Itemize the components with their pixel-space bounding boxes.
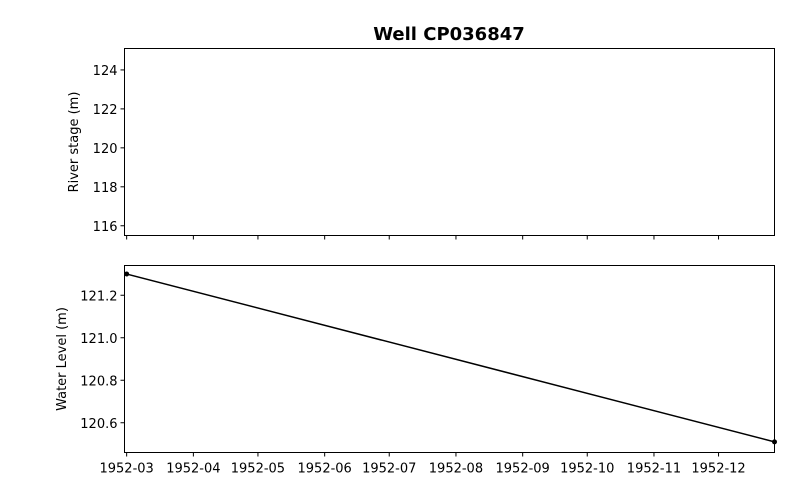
y-tick-label: 124 (93, 64, 118, 79)
x-tick-label: 1952-04 (166, 462, 220, 477)
water-level-point (772, 439, 777, 445)
y-tick-label: 122 (93, 103, 118, 118)
y-tick-label: 118 (93, 181, 118, 196)
river-stage-panel: 116 118 120 122 124 River stage (m) (67, 48, 775, 240)
water-level-y-axis-label: Water Level (m) (55, 307, 70, 411)
river-stage-plot-area (124, 48, 775, 236)
x-tick-label: 1952-05 (231, 462, 285, 477)
water-level-plot-area (124, 265, 775, 453)
chart-title: Well CP036847 (373, 24, 525, 45)
x-tick-label: 1952-08 (429, 462, 483, 477)
y-tick-label: 121.2 (80, 289, 117, 304)
x-tick-label: 1952-03 (99, 462, 153, 477)
y-tick-label: 121.0 (80, 332, 117, 347)
y-tick-label: 120 (93, 142, 118, 157)
x-tick-label: 1952-06 (298, 462, 352, 477)
river-stage-y-ticks: 116 118 120 122 124 (93, 64, 125, 235)
y-tick-label: 116 (93, 220, 118, 235)
water-level-y-ticks: 120.6 120.8 121.0 121.2 (80, 289, 125, 432)
y-tick-label: 120.8 (80, 374, 117, 389)
x-tick-label: 1952-12 (691, 462, 745, 477)
x-tick-label: 1952-07 (362, 462, 416, 477)
river-stage-y-axis-label: River stage (m) (67, 92, 82, 193)
x-tick-label: 1952-09 (496, 462, 550, 477)
river-stage-x-ticks (126, 235, 720, 240)
y-tick-label: 120.6 (80, 417, 117, 432)
water-level-x-ticks: 1952-03 1952-04 1952-05 1952-06 1952-07 1952-… (99, 452, 746, 477)
water-level-series (124, 271, 777, 445)
water-level-point (124, 271, 130, 277)
x-tick-label: 1952-10 (560, 462, 614, 477)
x-tick-label: 1952-11 (627, 462, 681, 477)
water-level-line (126, 273, 775, 443)
